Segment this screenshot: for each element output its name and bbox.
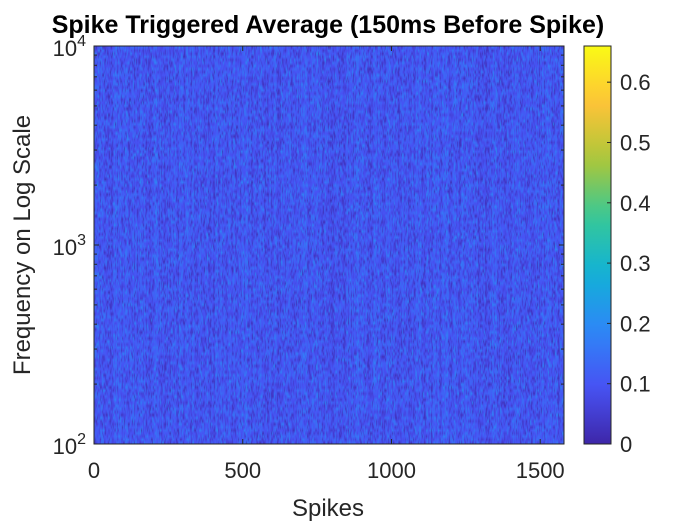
- x-axis: 0 500 1000 1500: [88, 46, 565, 483]
- colorbar-tick-label: 0: [620, 432, 632, 457]
- colorbar-tick-label: 0.6: [620, 70, 651, 95]
- x-tick-label: 1500: [516, 458, 565, 483]
- x-tick-label: 0: [88, 458, 100, 483]
- x-tick-label: 1000: [367, 458, 416, 483]
- colorbar-ticks: 0 0.1 0.2 0.3 0.4 0.5 0.6: [607, 70, 651, 457]
- y-axis: 102 103 104: [53, 33, 564, 459]
- y-tick-label: 104: [53, 33, 86, 61]
- heatmap-image: [94, 46, 564, 444]
- y-tick-label: 103: [53, 232, 86, 260]
- x-axis-label: Spikes: [292, 495, 364, 522]
- chart-title: Spike Triggered Average (150ms Before Sp…: [52, 11, 605, 39]
- colorbar-tick-label: 0.5: [620, 130, 651, 155]
- y-tick-label: 102: [53, 431, 86, 459]
- colorbar-tick-label: 0.2: [620, 311, 651, 336]
- colorbar-tick-label: 0.1: [620, 372, 651, 397]
- colorbar-tick-label: 0.3: [620, 251, 651, 276]
- colorbar-tick-label: 0.4: [620, 191, 651, 216]
- x-tick-label: 500: [224, 458, 261, 483]
- y-axis-label: Frequency on Log Scale: [9, 115, 36, 375]
- colorbar: [583, 45, 612, 445]
